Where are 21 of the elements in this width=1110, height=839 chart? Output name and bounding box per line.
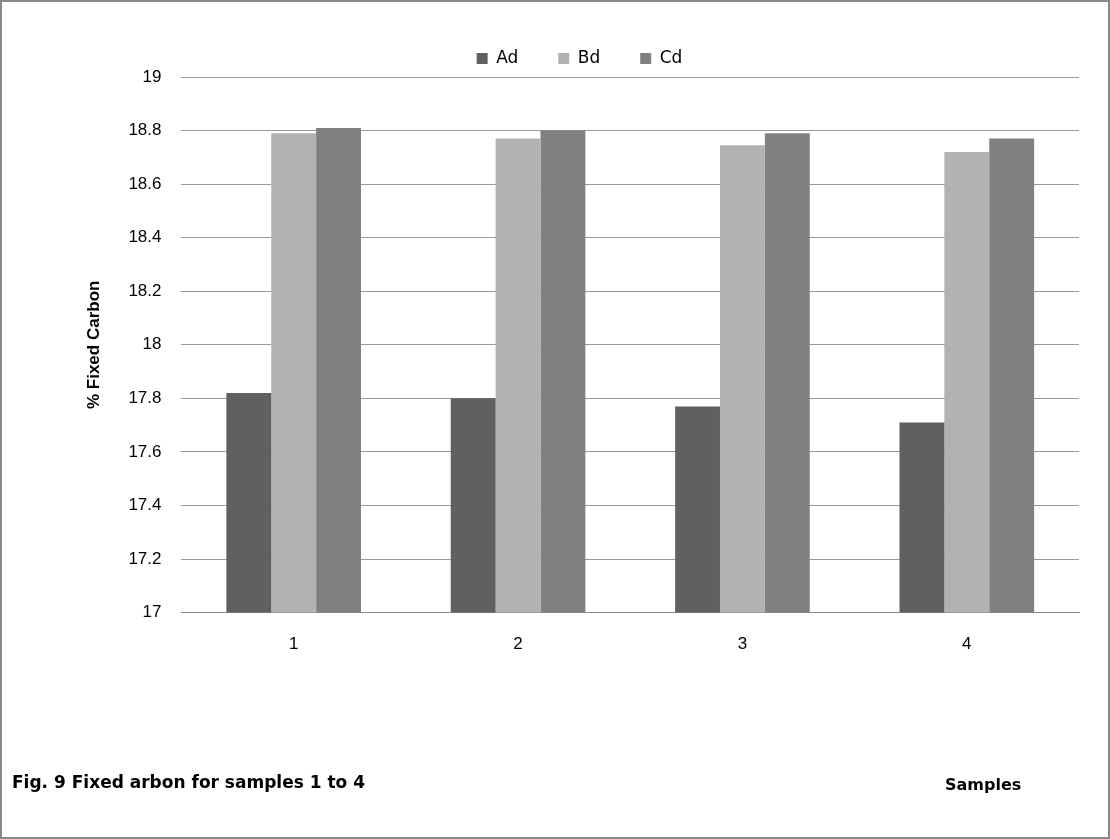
y-tick-label: 18.2 [128,280,162,300]
x-tick-label: 4 [962,634,972,654]
y-tick-label: 19 [142,66,162,86]
y-tick-label: 17.8 [128,388,162,408]
y-tick-label: 18.8 [128,120,162,140]
legend-label: Cd [659,46,683,67]
x-tick-label: 1 [288,634,299,654]
y-tick-label: 17 [142,602,162,622]
y-tick-label: 17.6 [128,441,162,461]
x-tick-label: 3 [737,634,748,654]
y-tick-label: 17.4 [128,495,162,515]
x-tick-label: 2 [513,634,523,654]
y-tick-label: 18 [142,334,162,354]
legend-label: Bd [577,46,601,67]
text: Samples [945,775,1022,794]
y-tick-label: 18.4 [128,227,162,247]
y-tick-label: 17.2 [128,548,162,568]
legend-label: Ad [496,46,519,67]
y-tick-label: 18.6 [128,173,162,193]
caption: Fig. 9 Fixed arbon for samples 1 to 4 [12,772,366,792]
y-axis-title: % Fixed Carbon [83,280,103,410]
